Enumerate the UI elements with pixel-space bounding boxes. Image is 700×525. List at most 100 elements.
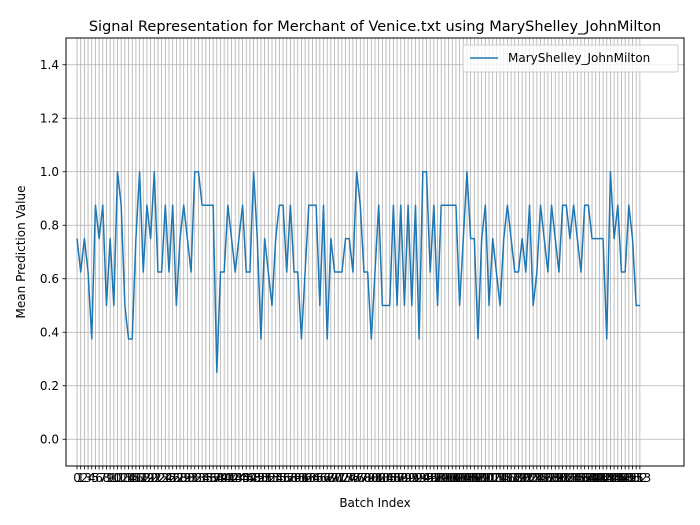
x-tick-label: 61 [294, 471, 309, 485]
data-point [334, 271, 335, 272]
data-point [165, 205, 166, 206]
x-tick-label: 46 [239, 471, 254, 485]
data-point [602, 238, 603, 239]
data-point [422, 171, 423, 172]
x-tick-label: 79 [360, 471, 375, 485]
x-tick-label: 133 [555, 471, 578, 485]
x-tick-label: 111 [474, 471, 497, 485]
data-point [426, 171, 427, 172]
data-point [135, 238, 136, 239]
x-tick-label: 96 [423, 471, 438, 485]
data-point [382, 305, 383, 306]
data-point [448, 205, 449, 206]
y-tick-label: 0.6 [40, 272, 59, 286]
data-point [271, 305, 272, 306]
x-tick-label: 33 [191, 471, 206, 485]
data-point [330, 238, 331, 239]
x-tick-label: 108 [463, 471, 486, 485]
data-point [544, 238, 545, 239]
data-point [437, 305, 438, 306]
x-tick-label: 14 [121, 471, 136, 485]
x-tick-label: 31 [183, 471, 198, 485]
x-tick-label: 88 [393, 471, 408, 485]
data-point [132, 338, 133, 339]
data-point [367, 271, 368, 272]
x-tick-label: 136 [566, 471, 589, 485]
y-tick-label: 1.2 [40, 111, 59, 125]
x-tick-label: 84 [378, 471, 393, 485]
data-point [84, 238, 85, 239]
data-point [529, 205, 530, 206]
x-tick-label: 129 [540, 471, 563, 485]
x-tick-label: 38 [209, 471, 224, 485]
data-point [408, 205, 409, 206]
data-point [477, 338, 478, 339]
data-point [76, 238, 77, 239]
data-point [580, 271, 581, 272]
x-tick-label: 98 [430, 471, 445, 485]
data-point [139, 171, 140, 172]
data-point [187, 238, 188, 239]
x-tick-label: 35 [198, 471, 213, 485]
data-point [610, 171, 611, 172]
data-point [106, 305, 107, 306]
data-point [540, 205, 541, 206]
data-point [154, 171, 155, 172]
x-axis-ticks: 0123456789101112131415161718192021222324… [73, 466, 651, 485]
data-point [279, 205, 280, 206]
data-point [308, 205, 309, 206]
series-line [76, 171, 640, 374]
data-point [371, 338, 372, 339]
data-point [536, 271, 537, 272]
x-tick-label: 32 [187, 471, 202, 485]
data-point [411, 305, 412, 306]
data-point [555, 238, 556, 239]
data-point [562, 205, 563, 206]
data-point [352, 271, 353, 272]
data-point [150, 238, 151, 239]
data-point [305, 271, 306, 272]
x-tick-label: 70 [327, 471, 342, 485]
x-tick-label: 23 [154, 471, 169, 485]
x-tick-label: 45 [235, 471, 250, 485]
legend-label: MaryShelley_JohnMilton [508, 51, 650, 65]
x-tick-label: 8 [103, 471, 111, 485]
x-tick-label: 56 [275, 471, 290, 485]
data-point [176, 305, 177, 306]
x-tick-label: 78 [356, 471, 371, 485]
data-point [220, 271, 221, 272]
x-tick-label: 101 [437, 471, 460, 485]
data-point [179, 238, 180, 239]
x-tick-label: 39 [213, 471, 228, 485]
data-point [231, 238, 232, 239]
data-point [363, 271, 364, 272]
y-tick-label: 0.4 [40, 325, 59, 339]
x-tick-label: 91 [404, 471, 419, 485]
x-tick-label: 106 [456, 471, 479, 485]
data-point [345, 238, 346, 239]
data-point [268, 271, 269, 272]
x-tick-label: 25 [161, 471, 176, 485]
x-tick-label: 68 [320, 471, 335, 485]
data-point [606, 338, 607, 339]
data-point [470, 238, 471, 239]
data-point [474, 238, 475, 239]
x-tick-label: 16 [128, 471, 143, 485]
data-point [249, 271, 250, 272]
x-tick-label: 144 [595, 471, 618, 485]
data-point [338, 271, 339, 272]
data-point [293, 271, 294, 272]
data-point [257, 238, 258, 239]
data-point [617, 205, 618, 206]
x-tick-label: 13 [117, 471, 132, 485]
data-point [547, 271, 548, 272]
y-tick-label: 1.0 [40, 165, 59, 179]
x-tick-label: 26 [165, 471, 180, 485]
data-point [312, 205, 313, 206]
data-point [80, 271, 81, 272]
data-point [444, 205, 445, 206]
data-point [511, 238, 512, 239]
x-tick-label: 90 [400, 471, 415, 485]
data-point [628, 205, 629, 206]
